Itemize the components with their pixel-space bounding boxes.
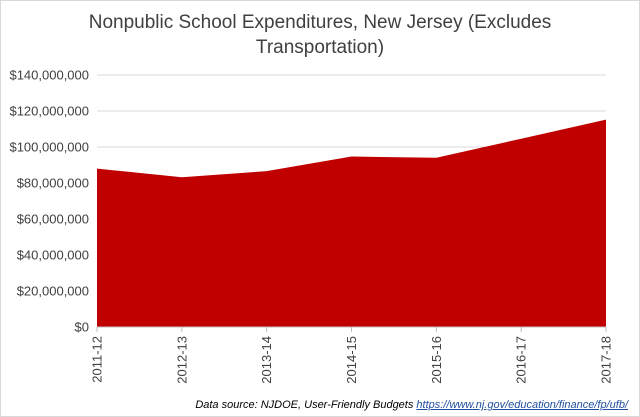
- y-tick-label: $80,000,000: [17, 176, 89, 191]
- x-axis: 2011-12 2012-13 2013-14 2014-15 2015-16 2016-…: [90, 326, 614, 384]
- y-tick-label: $120,000,000: [9, 104, 89, 119]
- area-fill: [97, 119, 606, 327]
- y-axis: $0 $20,000,000 $40,000,000 $60,000,000 $80,0…: [9, 68, 89, 335]
- x-tick-label: 2011-12: [90, 336, 105, 383]
- y-tick-label: $0: [75, 320, 89, 335]
- y-tick-label: $60,000,000: [17, 212, 89, 227]
- y-tick-label: $100,000,000: [9, 140, 89, 155]
- chart-title-line-1: Nonpublic School Expenditures, New Jerse…: [88, 12, 552, 33]
- y-tick-label: $140,000,000: [9, 68, 89, 83]
- x-tick-label: 2012-13: [174, 336, 189, 384]
- chart-title-line-2: Transportation): [255, 37, 385, 58]
- y-tick-label: $20,000,000: [17, 284, 89, 299]
- chart-title: Nonpublic School Expenditures, New Jerse…: [0, 10, 640, 60]
- area-series: [97, 119, 606, 327]
- source-link[interactable]: https://www.nj.gov/education/finance/fp/…: [416, 399, 628, 411]
- x-tick-label: 2016-17: [514, 336, 529, 384]
- source-note: Data source: NJDOE, User-Friendly Budget…: [195, 399, 628, 411]
- x-tick-label: 2013-14: [259, 336, 274, 384]
- y-tick-label: $40,000,000: [17, 248, 89, 263]
- x-tick-label: 2014-15: [344, 336, 359, 384]
- x-tick-label: 2015-16: [429, 336, 444, 384]
- source-text: Data source: NJDOE, User-Friendly Budget…: [195, 399, 417, 411]
- x-tick-label: 2017-18: [599, 336, 614, 384]
